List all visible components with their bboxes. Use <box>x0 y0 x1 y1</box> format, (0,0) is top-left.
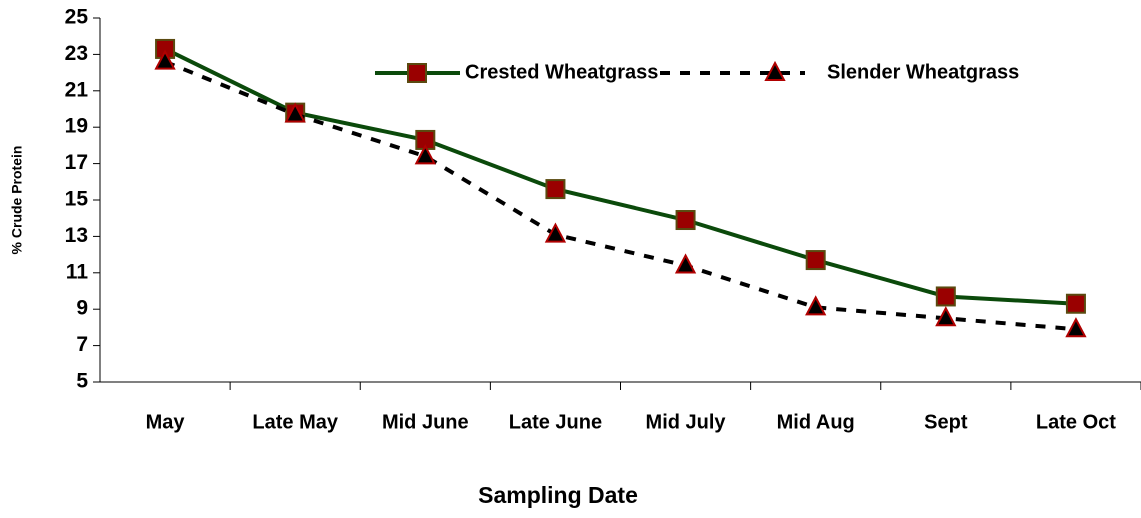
point <box>284 102 306 123</box>
series-line <box>164 47 1077 306</box>
point <box>674 253 697 274</box>
legend-label: Slender Wheatgrass <box>827 61 1019 83</box>
point <box>675 210 696 231</box>
y-tick-label: 7 <box>76 333 88 356</box>
point <box>805 250 826 271</box>
point <box>1065 317 1087 338</box>
y-tick-label: 23 <box>65 42 88 65</box>
x-tick-label: Late May <box>252 411 338 433</box>
y-tick-label: 5 <box>76 370 88 393</box>
y-tick-label: 21 <box>65 78 89 101</box>
point <box>935 286 956 307</box>
x-tick-label: Late June <box>509 411 602 433</box>
x-tick-label: Late Oct <box>1036 411 1116 433</box>
x-tick-label: May <box>146 411 186 433</box>
point <box>154 49 176 70</box>
y-tick-label: 25 <box>65 6 89 29</box>
point <box>414 144 436 165</box>
x-tick-label: Sept <box>924 411 968 433</box>
point <box>545 179 566 200</box>
y-tick-label: 15 <box>65 188 89 211</box>
legend-marker <box>407 63 427 83</box>
x-tick-label: Mid June <box>382 411 469 433</box>
x-tick-label: Mid July <box>646 411 727 433</box>
y-tick-label: 19 <box>65 115 88 138</box>
series-line <box>164 59 1077 332</box>
point <box>805 295 827 316</box>
y-tick-label: 17 <box>65 151 88 174</box>
legend-label: Crested Wheatgrass <box>465 61 658 83</box>
y-tick-label: 11 <box>66 260 89 283</box>
point <box>1065 293 1086 314</box>
legend-marker <box>764 60 786 81</box>
y-tick-label: 9 <box>76 297 88 320</box>
point <box>544 222 567 243</box>
point <box>935 306 957 327</box>
x-tick-label: Mid Aug <box>777 411 855 433</box>
x-axis-title: Sampling Date <box>478 482 638 508</box>
y-axis-title: % Crude Protein <box>9 146 25 255</box>
y-tick-label: 13 <box>65 224 88 247</box>
